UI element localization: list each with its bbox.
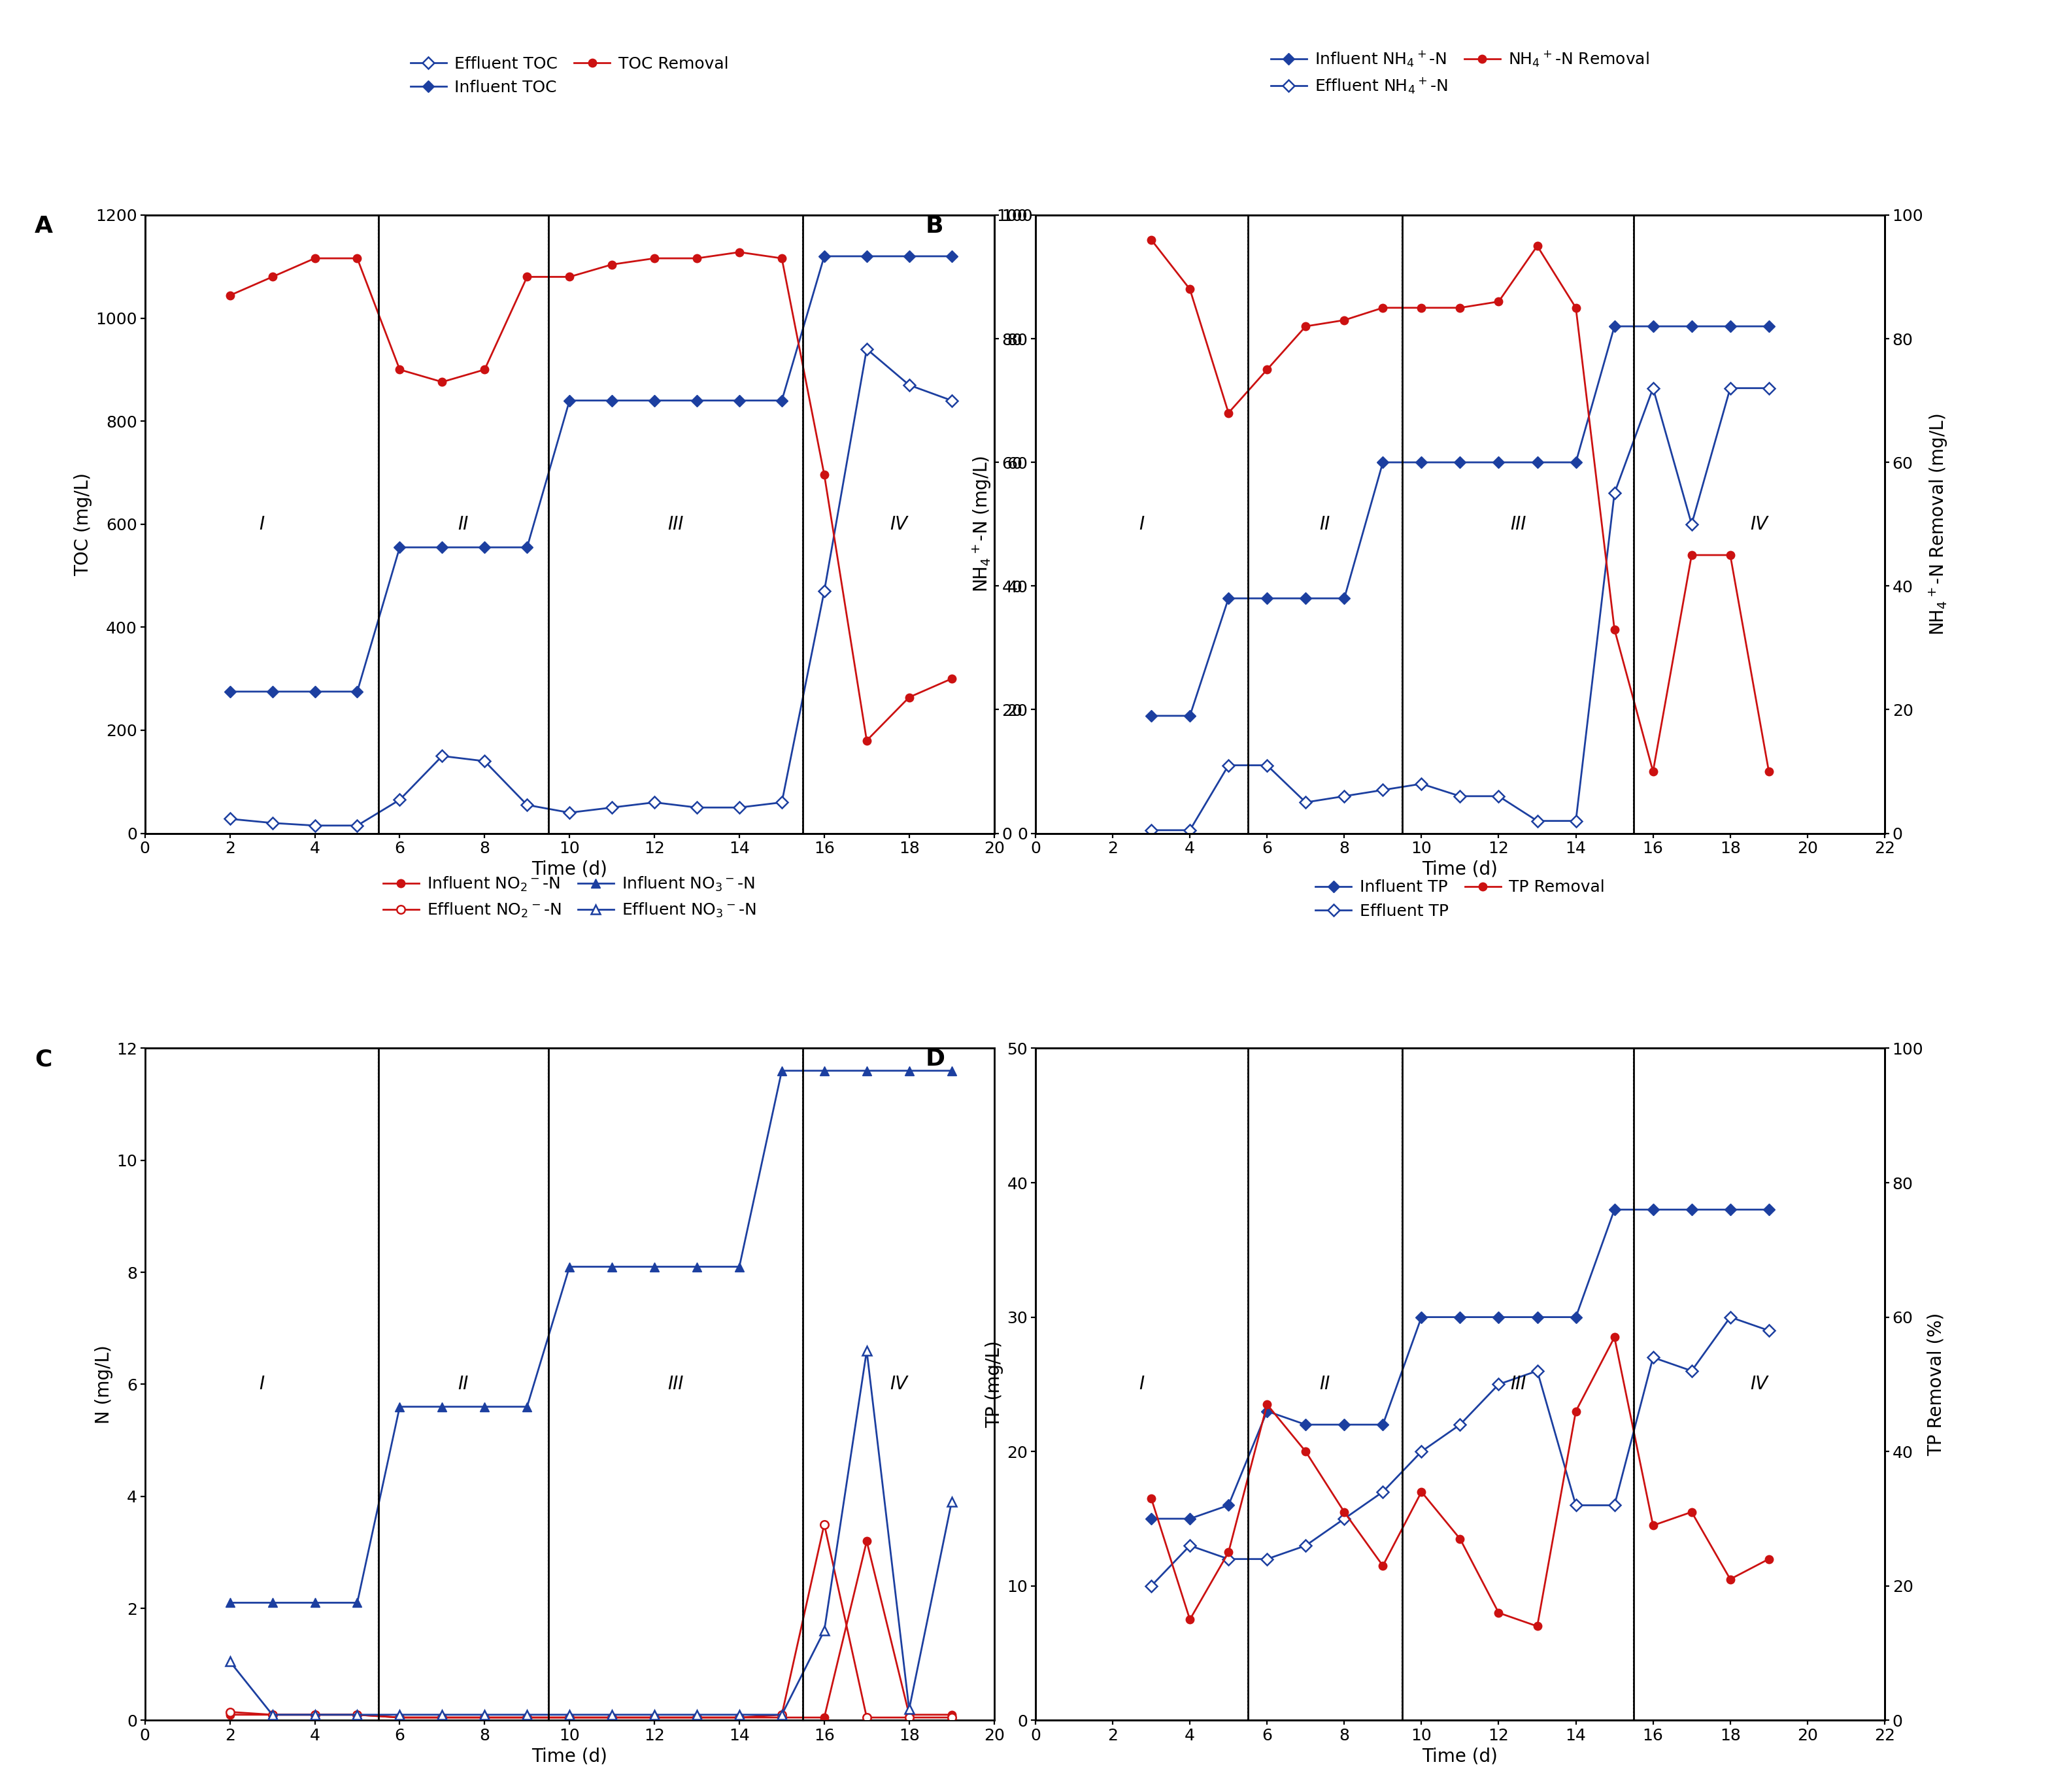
- Text: I: I: [1139, 514, 1145, 534]
- Text: C: C: [35, 1048, 52, 1070]
- Text: II: II: [1319, 514, 1330, 534]
- Legend: Influent NH$_4$$^+$-N, Effluent NH$_4$$^+$-N, NH$_4$$^+$-N Removal: Influent NH$_4$$^+$-N, Effluent NH$_4$$^…: [1272, 48, 1649, 95]
- X-axis label: Time (d): Time (d): [1423, 1747, 1497, 1765]
- Text: II: II: [458, 514, 468, 534]
- Y-axis label: NH$_4$$^+$-N Removal (mg/L): NH$_4$$^+$-N Removal (mg/L): [1928, 414, 1949, 634]
- Text: III: III: [1510, 514, 1526, 534]
- Text: II: II: [458, 1374, 468, 1394]
- Text: III: III: [1510, 1374, 1526, 1394]
- Legend: Influent NO$_2$$^-$-N, Effluent NO$_2$$^-$-N, Influent NO$_3$$^-$-N, Effluent NO: Influent NO$_2$$^-$-N, Effluent NO$_2$$^…: [383, 876, 756, 919]
- X-axis label: Time (d): Time (d): [532, 1747, 607, 1765]
- Text: A: A: [35, 215, 54, 237]
- Y-axis label: TOC (mg/L): TOC (mg/L): [75, 473, 91, 575]
- Text: III: III: [667, 514, 683, 534]
- Y-axis label: TP Removal (%): TP Removal (%): [1928, 1314, 1945, 1455]
- X-axis label: Time (d): Time (d): [532, 860, 607, 878]
- Y-axis label: TP (mg/L): TP (mg/L): [986, 1340, 1002, 1428]
- Legend: Effluent TOC, Influent TOC, TOC Removal: Effluent TOC, Influent TOC, TOC Removal: [410, 56, 729, 95]
- Text: I: I: [259, 514, 265, 534]
- Text: I: I: [1139, 1374, 1145, 1394]
- Text: III: III: [667, 1374, 683, 1394]
- Text: D: D: [926, 1048, 944, 1070]
- Y-axis label: N (mg/L): N (mg/L): [95, 1344, 112, 1425]
- Text: IV: IV: [891, 1374, 907, 1394]
- Text: IV: IV: [891, 514, 907, 534]
- Text: IV: IV: [1750, 514, 1769, 534]
- Text: B: B: [926, 215, 942, 237]
- Text: II: II: [1319, 1374, 1330, 1394]
- Y-axis label: TOC Removal (%): TOC Removal (%): [1038, 444, 1054, 604]
- Text: IV: IV: [1750, 1374, 1769, 1394]
- Y-axis label: NH$_4$$^+$-N (mg/L): NH$_4$$^+$-N (mg/L): [971, 455, 992, 593]
- Text: I: I: [259, 1374, 265, 1394]
- X-axis label: Time (d): Time (d): [1423, 860, 1497, 878]
- Legend: Influent TP, Effluent TP, TP Removal: Influent TP, Effluent TP, TP Removal: [1315, 880, 1605, 919]
